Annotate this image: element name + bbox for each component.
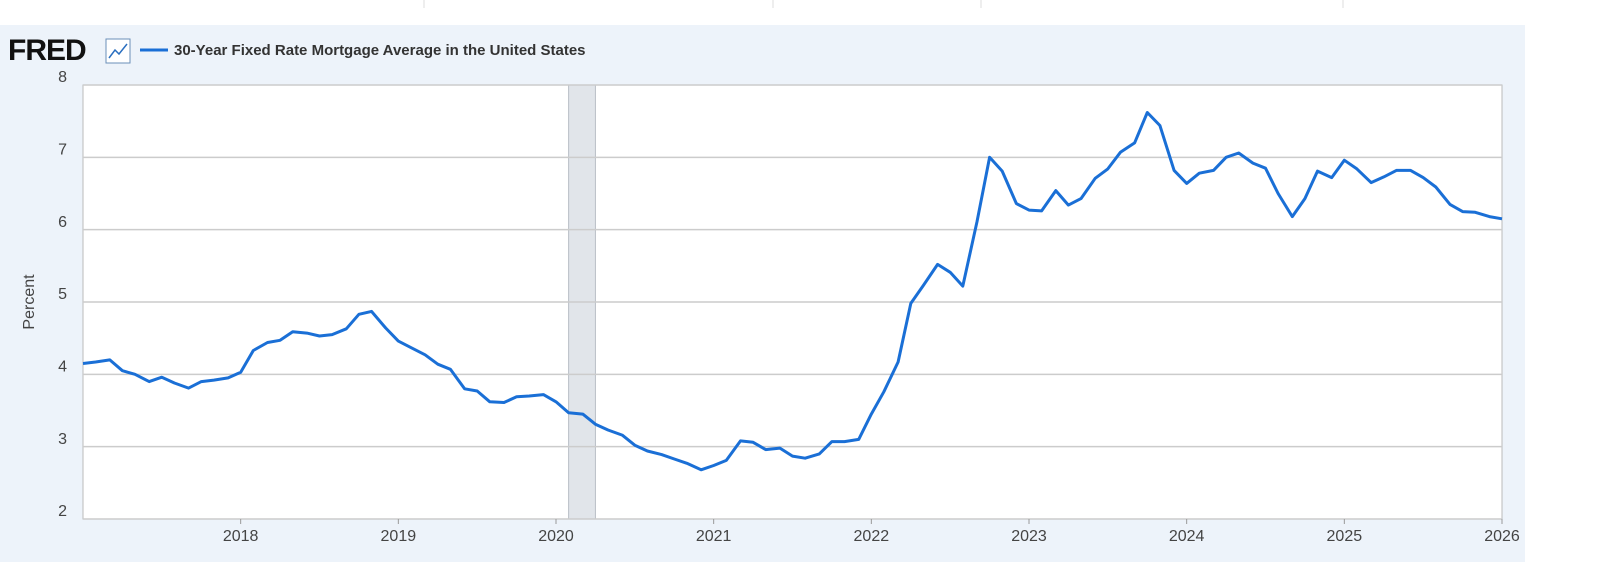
x-tick-label: 2022 <box>854 528 890 545</box>
y-axis-label: Percent <box>21 274 38 330</box>
x-tick-label: 2020 <box>538 528 574 545</box>
legend-label: 30-Year Fixed Rate Mortgage Average in t… <box>174 42 586 59</box>
x-tick-label: 2019 <box>381 528 417 545</box>
y-tick-label: 6 <box>58 214 67 231</box>
logo: FRED <box>8 34 86 67</box>
y-tick-label: 3 <box>58 431 67 448</box>
y-tick-label: 5 <box>58 286 67 303</box>
top-tabs <box>423 0 1344 8</box>
x-tick-label: 2026 <box>1484 528 1520 545</box>
series-line <box>82 111 1503 472</box>
y-tick-label: 7 <box>58 142 67 159</box>
x-tick-label: 2024 <box>1169 528 1205 545</box>
x-tick-label: 2021 <box>696 528 732 545</box>
x-tick-label: 2018 <box>223 528 259 545</box>
y-tick-label: 4 <box>58 359 67 376</box>
y-tick-label: 2 <box>58 503 67 520</box>
x-tick-label: 2023 <box>1011 528 1047 545</box>
y-tick-label: 8 <box>58 69 67 86</box>
logo-icon <box>105 38 131 64</box>
x-tick-label: 2025 <box>1327 528 1363 545</box>
